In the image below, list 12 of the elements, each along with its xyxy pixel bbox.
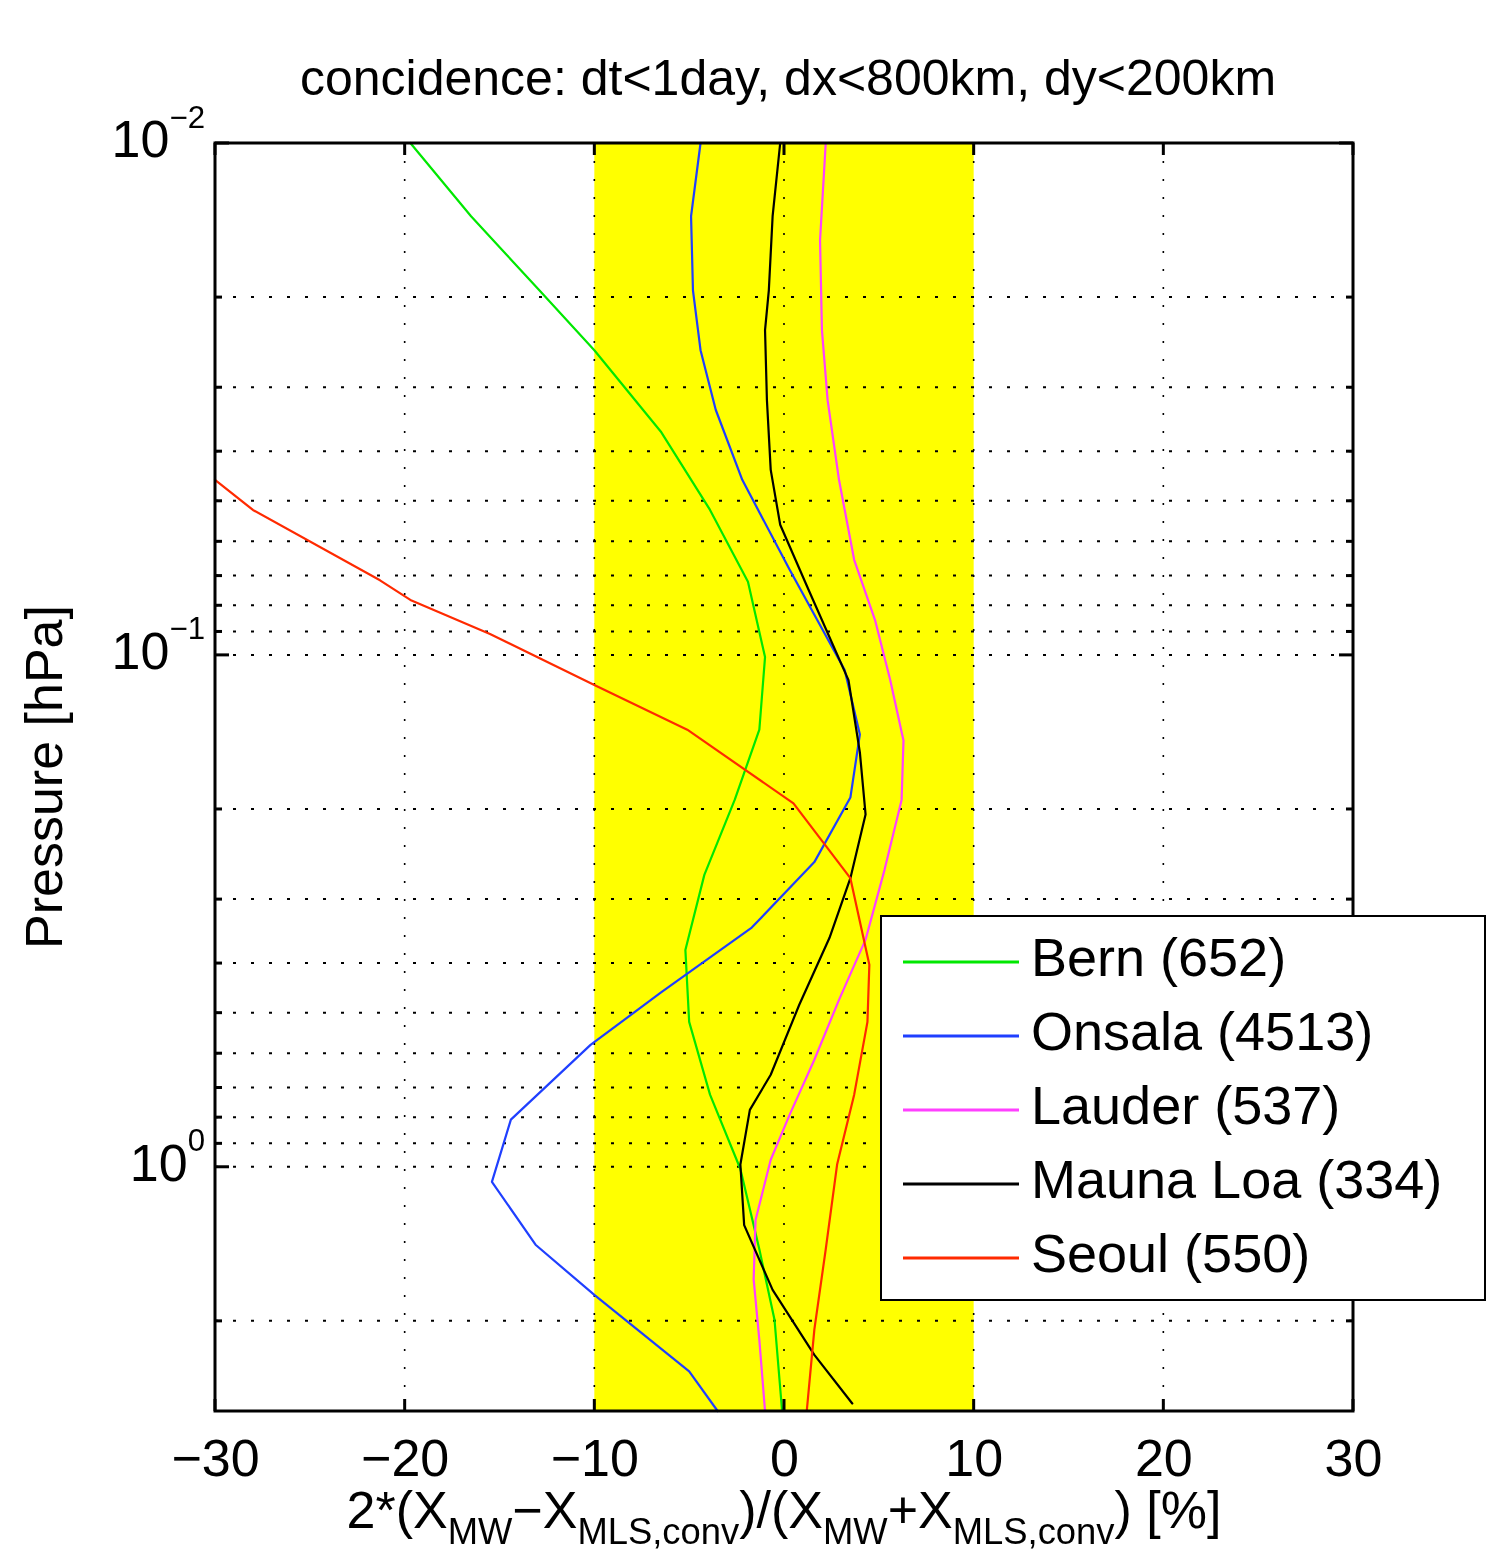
y-tick-label: 10$^{−1}$ bbox=[111, 611, 205, 680]
chart-title: concidence: dt<1day, dx<800km, dy<200km bbox=[299, 50, 1277, 106]
y-tick-label: 10$^{0}$ bbox=[129, 1123, 205, 1192]
legend-label: Mauna Loa (334) bbox=[1031, 1149, 1443, 1210]
legend-label: Onsala (4513) bbox=[1031, 1001, 1374, 1062]
y-axis-title: Pressure [hPa] bbox=[15, 605, 73, 949]
legend-label: Lauder (537) bbox=[1031, 1075, 1341, 1136]
legend-label: Seoul (550) bbox=[1031, 1223, 1311, 1284]
legend-label: Bern (652) bbox=[1031, 927, 1287, 988]
x-tick-label: −30 bbox=[171, 1428, 260, 1487]
y-tick-label: 10$^{−2}$ bbox=[111, 99, 205, 168]
x-tick-label: 30 bbox=[1324, 1428, 1383, 1487]
